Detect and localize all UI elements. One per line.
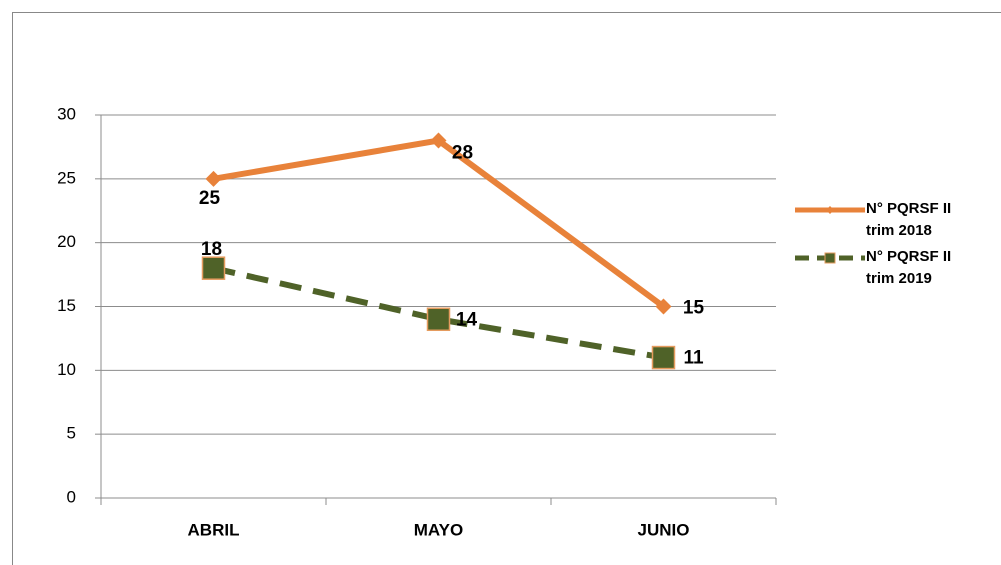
y-tick-label: 25 xyxy=(57,168,76,187)
data-label: 15 xyxy=(683,298,705,319)
y-tick-label: 20 xyxy=(57,232,76,251)
x-tick-label: MAYO xyxy=(414,520,463,539)
legend-label: N° PQRSF II trim 2019 xyxy=(866,248,952,287)
y-tick-label: 15 xyxy=(57,296,76,315)
point xyxy=(201,256,226,280)
x-tick-label: ABRIL xyxy=(188,520,240,539)
y-tick-label: 30 xyxy=(57,104,76,123)
data-label: 28 xyxy=(452,143,473,164)
point xyxy=(651,345,676,370)
point xyxy=(430,132,447,149)
y-tick-label: 5 xyxy=(67,424,76,443)
legend-label: N° PQRSF II trim 2018 xyxy=(866,200,952,239)
data-label: 25 xyxy=(199,188,221,209)
series-line xyxy=(212,265,665,361)
data-label: 18 xyxy=(201,239,222,260)
legend-marker xyxy=(826,206,834,214)
point xyxy=(655,298,672,315)
y-tick-label: 0 xyxy=(67,487,76,506)
x-tick-label: JUNIO xyxy=(638,520,690,539)
legend-marker xyxy=(824,252,836,264)
data-label: 14 xyxy=(456,309,478,330)
point xyxy=(426,307,451,332)
point xyxy=(205,170,222,187)
chart-border xyxy=(12,12,1001,565)
y-tick-label: 10 xyxy=(57,360,76,379)
data-label: 11 xyxy=(683,348,704,369)
